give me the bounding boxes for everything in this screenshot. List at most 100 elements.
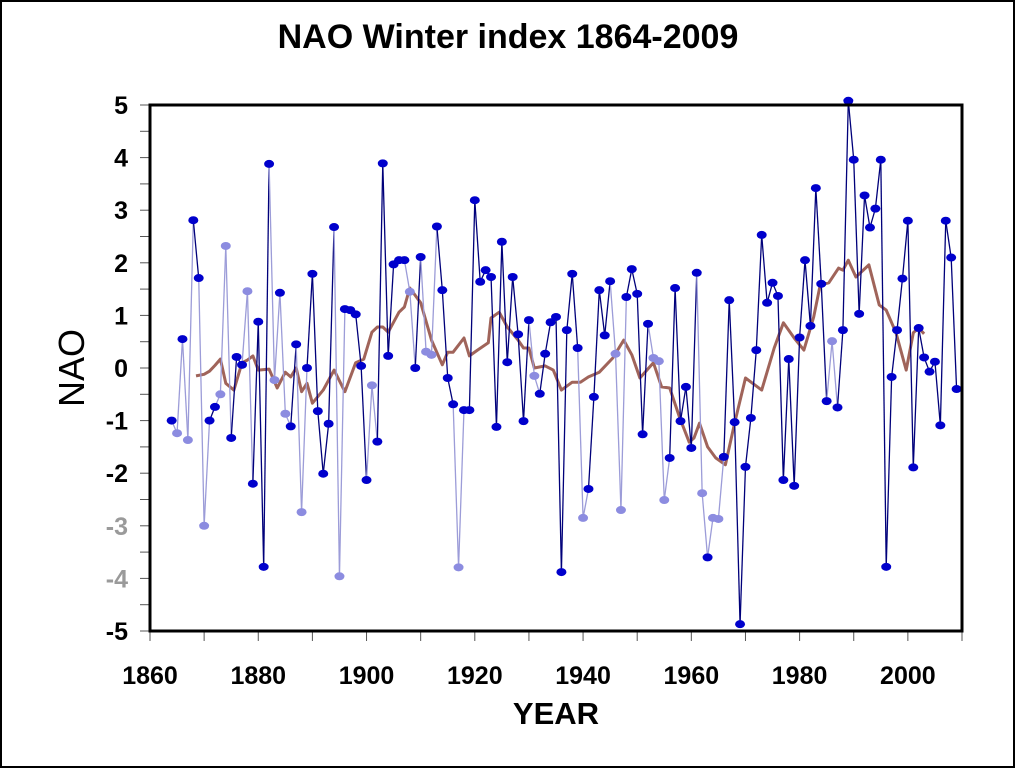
nao-line-segment bbox=[939, 220, 947, 426]
nao-data-point bbox=[258, 562, 269, 571]
x-tick-label: 1880 bbox=[230, 662, 286, 690]
nao-data-point bbox=[556, 568, 567, 577]
nao-data-point bbox=[588, 392, 599, 401]
nao-data-point bbox=[518, 417, 529, 426]
y-axis-title: NAO bbox=[51, 329, 92, 407]
nao-data-point bbox=[280, 409, 291, 418]
nao-data-point bbox=[431, 222, 442, 231]
nao-line-segment bbox=[809, 188, 817, 326]
nao-data-point bbox=[810, 184, 821, 193]
nao-line-segment bbox=[847, 100, 855, 160]
nao-data-point bbox=[372, 437, 383, 446]
nao-data-point bbox=[680, 382, 691, 391]
nao-line-segment bbox=[387, 264, 395, 356]
nao-line-segment bbox=[706, 517, 714, 558]
nao-line-segment bbox=[571, 273, 579, 349]
nao-line-segment bbox=[517, 334, 525, 422]
nao-line-segment bbox=[241, 291, 249, 365]
nao-data-point bbox=[789, 481, 800, 490]
y-tick-label: -1 bbox=[106, 408, 128, 436]
nao-line-segment bbox=[436, 226, 443, 291]
nao-data-point bbox=[881, 562, 892, 571]
axes: 5 4 3 2 1 0 -1 -2 -3 -4 -5 1860 1880 1900 1920 1940 1960… bbox=[106, 92, 963, 690]
nao-line-segment bbox=[560, 330, 568, 573]
nao-line-segment bbox=[176, 339, 184, 434]
nao-line-segment bbox=[365, 385, 373, 481]
nao-line-segment bbox=[685, 386, 692, 449]
nao-data-point bbox=[529, 371, 540, 380]
nao-data-point bbox=[291, 340, 302, 349]
nao-data-point bbox=[318, 469, 329, 478]
nao-line-segment bbox=[717, 456, 725, 520]
nao-data-point bbox=[929, 357, 940, 366]
y-tick-label: 5 bbox=[114, 92, 128, 120]
nao-line-segment bbox=[290, 344, 297, 427]
nao-line-segment bbox=[723, 300, 730, 457]
nao-data-point bbox=[415, 253, 426, 262]
nao-line-segment bbox=[831, 341, 839, 408]
nao-line-segment bbox=[631, 268, 638, 294]
nao-data-point bbox=[832, 403, 843, 412]
nao-line-segment bbox=[820, 283, 828, 402]
nao-data-point bbox=[702, 553, 713, 562]
nao-line-segment bbox=[793, 337, 801, 486]
nao-data-point bbox=[215, 390, 226, 399]
nao-data-point bbox=[301, 364, 312, 372]
nao-data-point bbox=[940, 216, 951, 225]
nao-data-point bbox=[561, 326, 572, 335]
nao-data-point bbox=[740, 462, 751, 471]
nao-line-segment bbox=[333, 227, 341, 577]
nao-data-point bbox=[675, 417, 686, 426]
nao-data-point bbox=[410, 364, 421, 372]
nao-data-point bbox=[172, 429, 183, 438]
nao-line-segment bbox=[577, 347, 584, 518]
nao-data-point bbox=[919, 353, 930, 362]
nao-data-point bbox=[453, 563, 464, 572]
nao-data-point bbox=[312, 407, 323, 416]
nao-data-point bbox=[837, 326, 848, 335]
nao-line-segment bbox=[863, 195, 871, 228]
nao-line-segment bbox=[842, 100, 849, 331]
nao-data-point bbox=[610, 349, 621, 358]
nao-line-segment bbox=[382, 163, 389, 356]
nao-data-point bbox=[253, 317, 264, 326]
nao-line-segment bbox=[257, 321, 265, 567]
nao-line-segment bbox=[744, 417, 752, 467]
nao-line-segment bbox=[295, 344, 303, 513]
nao-line-segment bbox=[198, 278, 205, 526]
nao-line-segment bbox=[934, 361, 941, 426]
nao-line-segment bbox=[273, 292, 281, 381]
nao-data-point bbox=[448, 400, 459, 409]
nao-data-point bbox=[480, 266, 491, 275]
nao-data-point bbox=[946, 253, 957, 262]
nao-data-point bbox=[551, 312, 561, 321]
nao-line-segment bbox=[414, 256, 422, 369]
nao-data-point bbox=[875, 155, 886, 164]
nao-data-point bbox=[632, 289, 643, 298]
nao-line-segment bbox=[901, 220, 909, 279]
y-tick-label: 2 bbox=[114, 250, 128, 278]
nao-data-point bbox=[323, 419, 334, 428]
nao-line-segment bbox=[371, 385, 379, 442]
nao-data-point bbox=[496, 237, 507, 246]
nao-line-segment bbox=[669, 288, 676, 458]
nao-data-point bbox=[827, 337, 838, 346]
nao-data-point bbox=[383, 351, 394, 360]
nao-line-segment bbox=[506, 276, 514, 363]
nao-data-point bbox=[231, 352, 242, 361]
nao-data-point bbox=[274, 288, 285, 297]
nao-line-segment bbox=[880, 159, 887, 567]
nao-data-point bbox=[621, 292, 632, 301]
nao-data-point bbox=[188, 216, 199, 225]
nao-data-point bbox=[426, 350, 437, 359]
nao-line-segment bbox=[604, 281, 611, 336]
nao-data-point bbox=[605, 277, 616, 286]
nao-data-point bbox=[583, 484, 594, 493]
nao-line-segment bbox=[441, 290, 449, 379]
nao-line-segment bbox=[447, 377, 454, 405]
nao-data-point bbox=[756, 230, 767, 239]
nao-line-segment bbox=[522, 320, 530, 422]
nao-line-segment bbox=[501, 241, 508, 363]
nao-data-point bbox=[507, 273, 518, 282]
nao-line-segment bbox=[761, 234, 768, 303]
